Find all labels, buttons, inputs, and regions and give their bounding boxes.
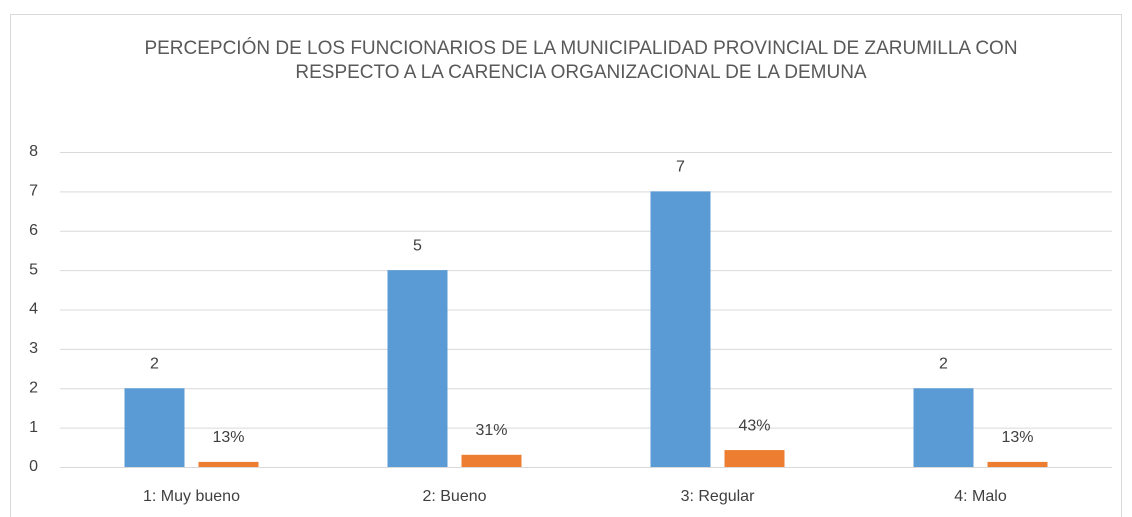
x-tick-label: 3: Regular	[681, 488, 755, 505]
y-tick-label: 1	[29, 419, 38, 436]
data-label: 5	[413, 237, 422, 254]
y-tick-label: 4	[29, 301, 38, 318]
data-label: 7	[676, 159, 685, 176]
data-label: 31%	[475, 422, 507, 439]
x-tick-label: 4: Malo	[954, 488, 1007, 505]
x-tick-label: 2: Bueno	[422, 488, 486, 505]
data-label: 13%	[212, 429, 244, 446]
bar	[987, 461, 1048, 467]
y-tick-label: 8	[29, 143, 38, 160]
data-label: 2	[939, 355, 948, 372]
data-label: 2	[150, 355, 159, 372]
bar	[387, 270, 448, 467]
data-label: 13%	[1001, 429, 1033, 446]
bar	[724, 450, 785, 467]
bar	[913, 388, 974, 467]
bar	[650, 191, 711, 467]
bar	[198, 461, 259, 467]
y-tick-label: 7	[29, 183, 38, 200]
y-tick-label: 6	[29, 222, 38, 239]
data-label: 43%	[738, 417, 770, 434]
chart-border	[10, 14, 1122, 517]
bar	[461, 454, 522, 467]
x-tick-label: 1: Muy bueno	[143, 488, 240, 505]
bar	[124, 388, 185, 467]
y-tick-label: 2	[29, 379, 38, 396]
y-tick-label: 3	[29, 340, 38, 357]
y-tick-label: 0	[29, 458, 38, 475]
chart-title: PERCEPCIÓN DE LOS FUNCIONARIOS DE LA MUN…	[144, 38, 1018, 83]
y-tick-label: 5	[29, 261, 38, 278]
